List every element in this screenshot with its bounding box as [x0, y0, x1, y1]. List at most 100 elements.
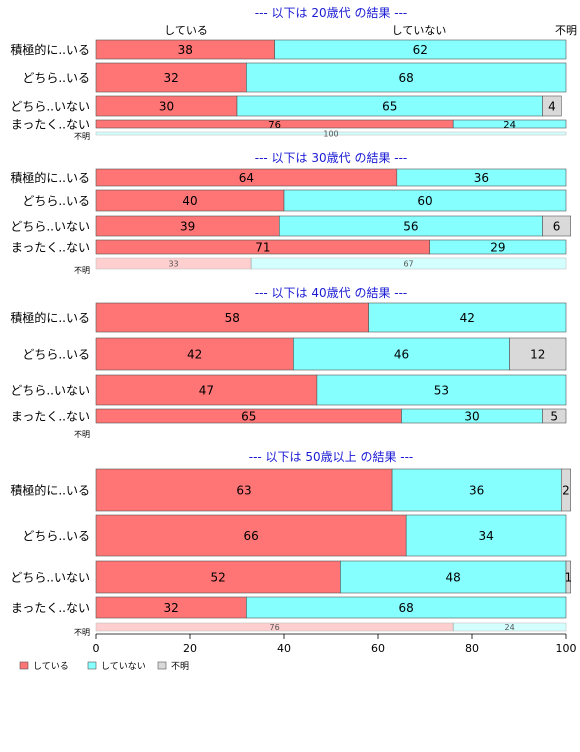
category-label: まったく..ない	[11, 241, 90, 255]
bar-segment	[246, 596, 567, 619]
category-label: 不明	[74, 132, 90, 141]
bar-segment	[95, 302, 369, 333]
data-label: 65	[382, 100, 397, 114]
bar-segment	[95, 622, 454, 632]
data-label: 4	[548, 100, 556, 114]
category-label: 積極的に..いる	[10, 310, 90, 325]
data-label: 58	[225, 311, 240, 325]
bar-segment	[340, 560, 567, 594]
bar-segment	[274, 39, 567, 60]
data-label: 46	[394, 348, 409, 362]
category-label: どちら..いない	[10, 220, 90, 234]
x-tick-label: 20	[183, 642, 197, 655]
data-label: 76	[268, 120, 281, 131]
data-label: 100	[323, 130, 338, 139]
chart-panel: --- 以下は 30歳代 の結果 --- 積極的に..いる 64 36 どちら..いる 4…	[10, 151, 572, 275]
data-label: 5	[550, 410, 558, 424]
bar-segment	[405, 514, 567, 557]
data-label: 33	[168, 260, 178, 269]
bar-segment	[95, 257, 252, 270]
data-label: 34	[478, 529, 493, 543]
data-label: 24	[505, 623, 515, 632]
data-label: 36	[469, 484, 484, 498]
data-label: 76	[270, 623, 280, 632]
data-label: 66	[243, 529, 258, 543]
category-label: どちら..いない	[10, 384, 90, 398]
bar-segment	[509, 337, 567, 371]
bar-segment	[542, 95, 562, 117]
panel-title: --- 以下は 30歳代 の結果 ---	[255, 151, 408, 165]
data-label: 6	[553, 220, 561, 234]
bar-segment	[95, 131, 567, 136]
data-label: 32	[164, 71, 179, 85]
data-label: 53	[434, 384, 449, 398]
data-label: 29	[490, 241, 505, 255]
bar-segment	[565, 560, 571, 594]
data-label: 42	[187, 348, 202, 362]
data-label: 30	[464, 410, 479, 424]
data-label: 62	[413, 43, 428, 57]
legend-swatch	[157, 661, 167, 670]
column-header-shiteiru: している	[164, 24, 208, 37]
data-label: 39	[180, 220, 195, 234]
category-label: どちら..いる	[22, 348, 90, 362]
bar-segment	[293, 337, 510, 371]
bar-segment	[95, 468, 393, 512]
bar-segment	[250, 257, 567, 270]
category-label: 不明	[74, 266, 90, 275]
column-headers: している していない 不明	[164, 24, 577, 37]
category-label: どちら..いない	[10, 571, 90, 585]
legend: している していない 不明	[19, 661, 189, 672]
bar-segment	[246, 62, 567, 93]
panel-title: --- 以下は 40歳代 の結果 ---	[255, 286, 408, 300]
data-label: 1	[565, 571, 573, 585]
data-label: 60	[417, 194, 432, 208]
data-label: 30	[159, 100, 174, 114]
x-tick-label: 60	[371, 642, 385, 655]
category-label: まったく..ない	[11, 410, 90, 424]
data-label: 68	[399, 601, 414, 615]
legend-swatch	[19, 661, 29, 670]
chart-panel: --- 以下は 20歳代 の結果 --- 積極的に..いる 38 62 どちら..いる 3…	[10, 6, 567, 141]
data-label: 32	[164, 601, 179, 615]
column-header-fumei: 不明	[555, 24, 577, 37]
data-label: 36	[474, 171, 489, 185]
category-label: まったく..ない	[11, 118, 90, 132]
panel-title: --- 以下は 50歳以上 の結果 ---	[249, 450, 414, 464]
data-label: 63	[236, 484, 251, 498]
bar-segment	[452, 119, 567, 129]
category-label: どちら..いない	[10, 100, 90, 114]
bar-segment	[316, 374, 567, 406]
bar-segment	[95, 337, 294, 371]
column-header-shiteinai: していない	[392, 24, 447, 37]
bar-segment	[95, 514, 407, 557]
bar-segment	[560, 468, 571, 512]
bar-segment	[542, 215, 572, 237]
x-tick-label: 0	[93, 642, 100, 655]
data-label: 64	[239, 171, 254, 185]
bar-segment	[396, 168, 567, 187]
data-label: 52	[211, 571, 226, 585]
data-label: 56	[403, 220, 418, 234]
data-label: 48	[446, 571, 461, 585]
chart-panel: --- 以下は 40歳代 の結果 --- 積極的に..いる 58 42 どちら..いる 4…	[10, 286, 567, 439]
bar-segment	[95, 560, 341, 594]
legend-label: 不明	[171, 661, 189, 672]
category-label: どちら..いる	[22, 529, 90, 543]
category-label: どちら..いる	[22, 194, 90, 208]
category-label: 不明	[74, 430, 90, 439]
bar-segment	[429, 239, 567, 255]
category-label: どちら..いる	[22, 71, 90, 85]
data-label: 67	[403, 260, 413, 269]
panel-title: --- 以下は 20歳代 の結果 ---	[255, 6, 408, 20]
x-tick-label: 80	[465, 642, 479, 655]
data-label: 40	[182, 194, 197, 208]
data-label: 65	[241, 410, 256, 424]
x-axis: 0 20 40 60 80 100	[93, 633, 577, 655]
category-label: 積極的に..いる	[10, 483, 90, 498]
legend-label: している	[33, 661, 69, 672]
bar-segment	[95, 62, 247, 93]
legend-swatch	[87, 661, 97, 670]
